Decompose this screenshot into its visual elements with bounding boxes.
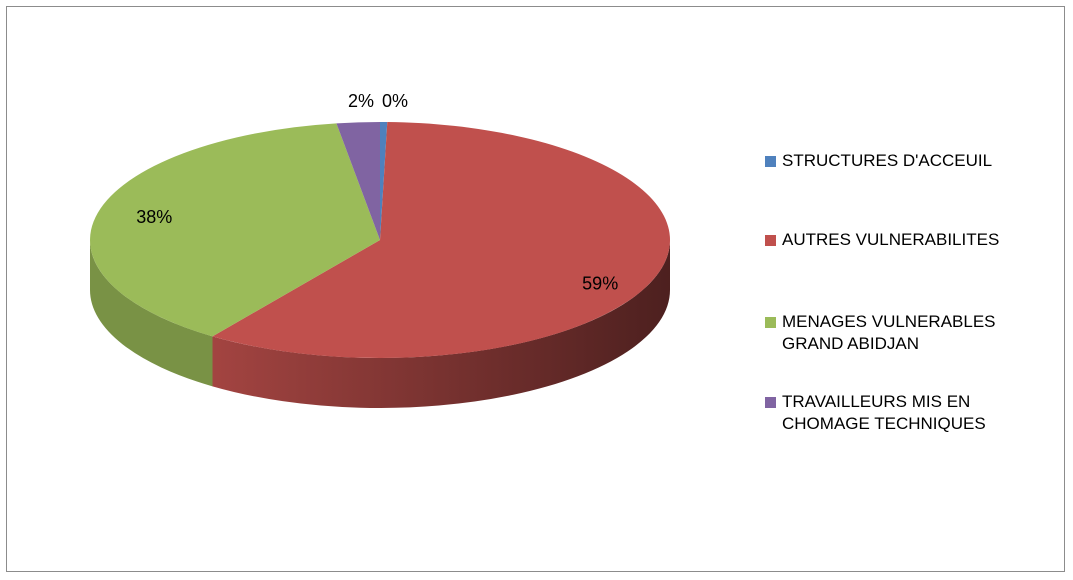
legend-item: AUTRES VULNERABILITES bbox=[765, 229, 1065, 251]
data-label: 0% bbox=[382, 91, 408, 111]
slice bbox=[89, 123, 381, 337]
slice bbox=[380, 122, 388, 240]
data-label: 2% bbox=[348, 91, 374, 111]
legend-label: STRUCTURES D'ACCEUIL bbox=[782, 151, 993, 170]
slice bbox=[212, 122, 670, 358]
legend-swatch bbox=[765, 397, 776, 408]
data-label: 59% bbox=[582, 273, 618, 293]
legend-label: TRAVAILLEURS MIS EN CHOMAGE TECHNIQUES bbox=[782, 392, 986, 433]
slice-side bbox=[212, 240, 671, 408]
slice bbox=[336, 122, 380, 240]
legend-swatch bbox=[765, 235, 776, 246]
legend-item: STRUCTURES D'ACCEUIL bbox=[765, 150, 1065, 172]
chart-frame bbox=[6, 6, 1065, 572]
legend-swatch bbox=[765, 156, 776, 167]
data-label: 38% bbox=[136, 207, 172, 227]
legend-label: MENAGES VULNERABLES GRAND ABIDJAN bbox=[782, 312, 996, 353]
legend-label: AUTRES VULNERABILITES bbox=[782, 230, 1000, 249]
slice-side bbox=[90, 240, 213, 387]
legend-item: TRAVAILLEURS MIS EN CHOMAGE TECHNIQUES bbox=[765, 391, 1065, 435]
legend-item: MENAGES VULNERABLES GRAND ABIDJAN bbox=[765, 311, 1065, 355]
legend-swatch bbox=[765, 317, 776, 328]
